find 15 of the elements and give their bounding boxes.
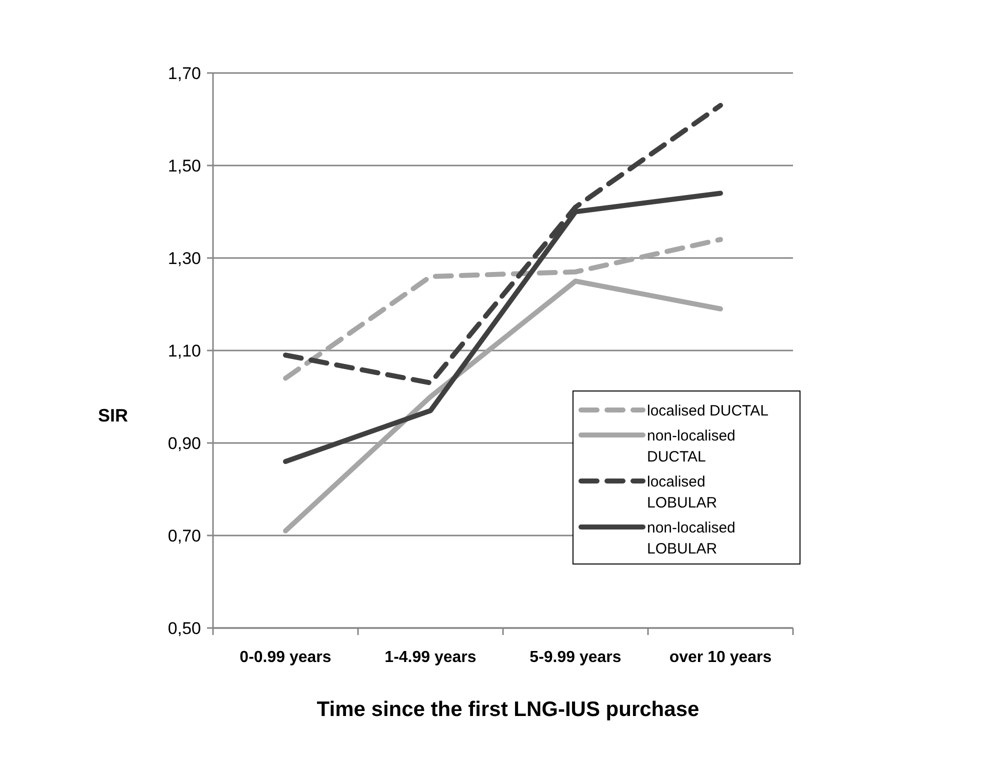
legend-label: non-localised LOBULAR — [647, 519, 736, 558]
y-tick-label: 1,50 — [168, 156, 201, 176]
y-tick-label: 1,10 — [168, 341, 201, 360]
x-tick-label: 1-4.99 years — [384, 649, 476, 666]
y-tick-label: 0,70 — [168, 526, 201, 546]
y-tick-label: 1,30 — [168, 248, 201, 268]
x-tick-label: 0-0.99 years — [240, 649, 332, 666]
x-tick-label: 5-9.99 years — [530, 649, 622, 666]
x-tick-label: over 10 years — [669, 649, 772, 666]
y-tick-label: 0,90 — [168, 434, 201, 453]
y-tick-label: 1,70 — [168, 64, 201, 83]
x-axis-title: Time since the first LNG-IUS purchase — [316, 698, 700, 721]
y-tick-label: 0,50 — [168, 618, 201, 638]
y-axis-title: SIR — [98, 406, 128, 426]
legend-label: localised DUCTAL — [647, 402, 768, 420]
